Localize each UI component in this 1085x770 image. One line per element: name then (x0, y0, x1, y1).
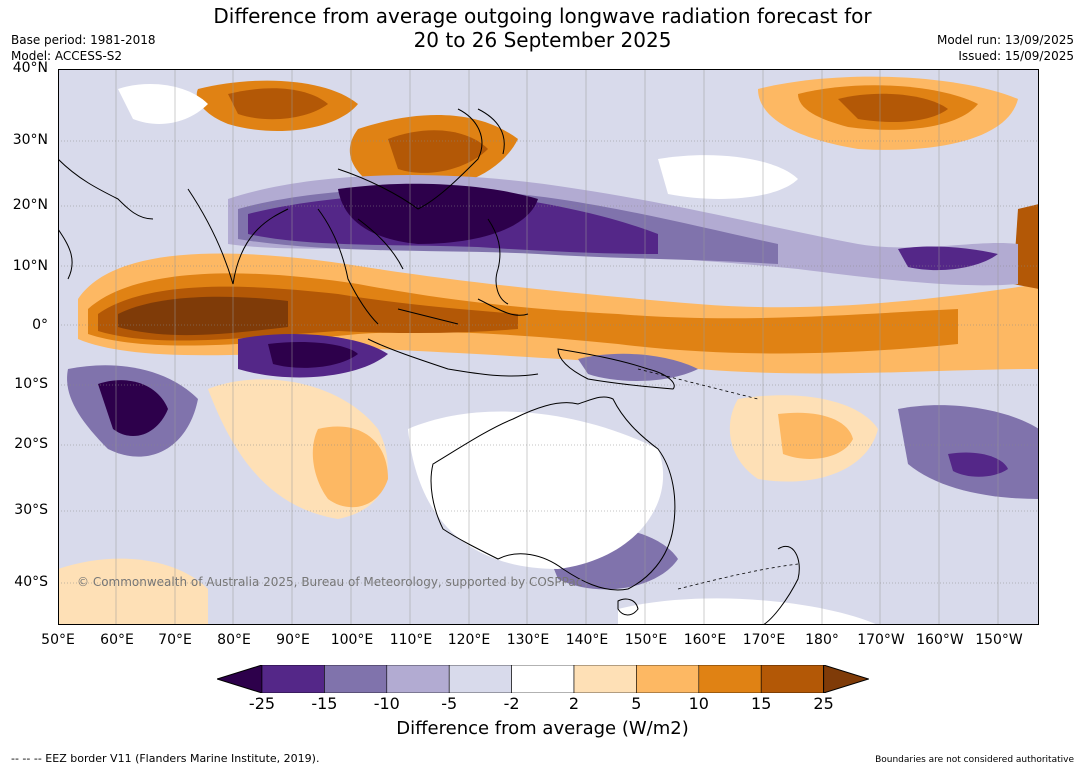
colorbar-cell (573, 665, 637, 693)
lon-label-120e: 120°E (447, 632, 491, 648)
colorbar-tick-label: -15 (311, 694, 338, 713)
colorbar-cell (698, 665, 762, 693)
model-run: Model run: 13/09/2025 (936, 33, 1074, 47)
colorbar-tick-label: 5 (631, 694, 642, 713)
tasmania-coast (617, 598, 639, 616)
colorbar-extend-high (823, 665, 869, 693)
new-zealand-coast (762, 546, 800, 625)
japan-coast (477, 108, 505, 155)
colorbar-extend-low (217, 665, 263, 693)
lat-label-40s: 40°S (14, 574, 48, 590)
colorbar-label: Difference from average (W/m2) (396, 718, 689, 739)
lat-label-30s: 30°S (14, 502, 48, 518)
lon-label-110e: 110°E (389, 632, 433, 648)
lon-label-60e: 60°E (100, 632, 134, 648)
title-line-1: Difference from average outgoing longwav… (213, 4, 872, 28)
lon-label-160w: 160°W (916, 632, 964, 648)
map-canvas (58, 69, 1039, 625)
coastlines (58, 108, 800, 625)
lat-label-30n: 30°N (12, 132, 48, 148)
india-coast (187, 188, 289, 285)
arabia-coast (58, 158, 154, 220)
copyright-notice: © Commonwealth of Australia 2025, Bureau… (77, 575, 583, 589)
colorbar-tick-label: 2 (568, 694, 580, 713)
lon-label-150e: 150°E (624, 632, 668, 648)
lon-label-80e: 80°E (217, 632, 251, 648)
lon-label-50e: 50°E (41, 632, 75, 648)
meta-left: Base period: 1981-2018 Model: ACCESS-S2 (11, 32, 156, 64)
new-guinea-coast (557, 348, 675, 390)
lat-label-equator: 0° (32, 317, 48, 333)
lon-label-170e: 170°E (742, 632, 786, 648)
colorbar-cell (386, 665, 450, 693)
issued-date: Issued: 15/09/2025 (958, 49, 1074, 63)
lat-label-20s: 20°S (14, 436, 48, 452)
base-period: Base period: 1981-2018 (11, 33, 156, 47)
colorbar-cell (636, 665, 700, 693)
map-title: Difference from average outgoing longwav… (0, 4, 1085, 52)
colorbar-cell (511, 665, 575, 693)
colorbar-tick-label: -5 (441, 694, 458, 713)
lat-label-10n: 10°N (12, 258, 48, 274)
map-panel (58, 69, 1039, 625)
title-line-2: 20 to 26 September 2025 (413, 28, 672, 52)
lon-label-180: 180° (805, 632, 839, 648)
colorbar-tick-label: -25 (248, 694, 276, 713)
colorbar-tick-label: -10 (373, 694, 400, 713)
lat-label-20n: 20°N (12, 197, 48, 213)
colorbar-cell (760, 665, 824, 693)
australia-coast (430, 396, 676, 591)
colorbar-tick-label: 25 (813, 694, 834, 713)
colorbar-cell (448, 665, 512, 693)
lon-label-140e: 140°E (565, 632, 609, 648)
lon-label-170w: 170°W (857, 632, 905, 648)
lon-label-150w: 150°W (975, 632, 1023, 648)
philippines-coast (487, 218, 509, 305)
lon-label-100e: 100°E (330, 632, 374, 648)
lon-label-70e: 70°E (158, 632, 192, 648)
boundaries-disclaimer: Boundaries are not considered authoritat… (875, 755, 1074, 765)
meta-right: Model run: 13/09/2025 Issued: 15/09/2025 (937, 32, 1074, 64)
colorbar-tick-label: 10 (688, 694, 709, 713)
eez-note: -- -- -- EEZ border V11 (Flanders Marine… (11, 752, 320, 765)
map-frame (58, 69, 1039, 625)
eez-borders (637, 368, 799, 590)
lat-label-40n: 40°N (12, 60, 48, 76)
lon-label-160e: 160°E (683, 632, 727, 648)
neutral-field (408, 155, 878, 625)
negative-anomaly-field (67, 84, 1039, 590)
graticule-meridians (58, 69, 999, 625)
southeast-asia-coast (317, 208, 404, 325)
china-coast (337, 108, 483, 210)
model-name: Model: ACCESS-S2 (11, 49, 123, 63)
indonesia-coast (367, 298, 539, 377)
positive-anomaly-field (58, 76, 1039, 625)
africa-coast (58, 228, 73, 280)
colorbar-tick-label: 15 (751, 694, 772, 713)
colorbar-cell (261, 665, 325, 693)
colorbar-cell (324, 665, 388, 693)
colorbar (217, 665, 869, 693)
lon-label-130e: 130°E (506, 632, 550, 648)
lon-label-90e: 90°E (276, 632, 310, 648)
colorbar-tick-label: -2 (503, 694, 520, 713)
lat-label-10s: 10°S (14, 376, 48, 392)
